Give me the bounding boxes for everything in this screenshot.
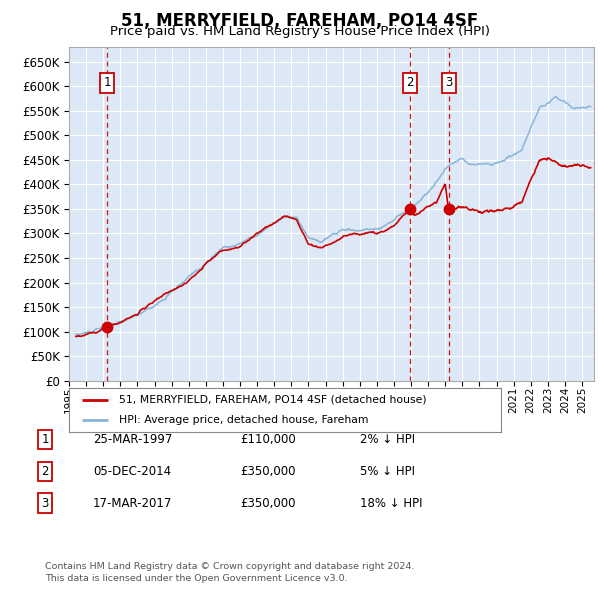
Text: £110,000: £110,000 (240, 433, 296, 446)
Text: 2% ↓ HPI: 2% ↓ HPI (360, 433, 415, 446)
Text: 05-DEC-2014: 05-DEC-2014 (93, 465, 171, 478)
Text: Price paid vs. HM Land Registry's House Price Index (HPI): Price paid vs. HM Land Registry's House … (110, 25, 490, 38)
Text: 1: 1 (41, 433, 49, 446)
Text: 18% ↓ HPI: 18% ↓ HPI (360, 497, 422, 510)
Text: 25-MAR-1997: 25-MAR-1997 (93, 433, 172, 446)
Text: 2: 2 (41, 465, 49, 478)
Text: 5% ↓ HPI: 5% ↓ HPI (360, 465, 415, 478)
Text: £350,000: £350,000 (240, 497, 296, 510)
Text: £350,000: £350,000 (240, 465, 296, 478)
Text: 2: 2 (406, 77, 413, 90)
Text: Contains HM Land Registry data © Crown copyright and database right 2024.
This d: Contains HM Land Registry data © Crown c… (45, 562, 415, 583)
Text: 51, MERRYFIELD, FAREHAM, PO14 4SF: 51, MERRYFIELD, FAREHAM, PO14 4SF (121, 12, 479, 30)
Text: 51, MERRYFIELD, FAREHAM, PO14 4SF (detached house): 51, MERRYFIELD, FAREHAM, PO14 4SF (detac… (119, 395, 427, 405)
Text: 3: 3 (41, 497, 49, 510)
Text: HPI: Average price, detached house, Fareham: HPI: Average price, detached house, Fare… (119, 415, 368, 425)
Text: 17-MAR-2017: 17-MAR-2017 (93, 497, 172, 510)
Text: 1: 1 (103, 77, 111, 90)
Text: 3: 3 (445, 77, 452, 90)
